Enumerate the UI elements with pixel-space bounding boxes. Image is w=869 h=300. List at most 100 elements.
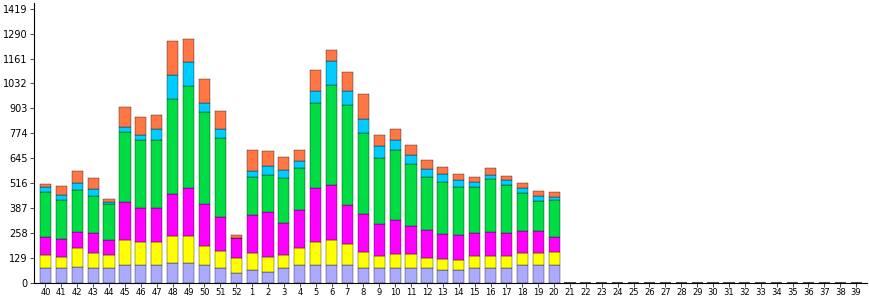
Bar (278, 255, 289, 268)
Bar (71, 190, 83, 232)
Bar (167, 75, 178, 99)
Bar (40, 184, 51, 187)
Bar (167, 41, 178, 75)
Bar (309, 265, 321, 283)
Bar (294, 168, 305, 210)
Bar (326, 240, 337, 265)
Bar (548, 200, 559, 237)
Bar (199, 112, 209, 205)
Bar (151, 115, 163, 129)
Bar (103, 268, 115, 283)
Bar (342, 91, 353, 105)
Bar (294, 248, 305, 265)
Bar (516, 183, 527, 188)
Bar (103, 255, 115, 268)
Bar (262, 256, 273, 272)
Bar (532, 265, 543, 283)
Bar (56, 186, 67, 195)
Bar (374, 158, 384, 224)
Bar (119, 127, 130, 132)
Bar (516, 253, 527, 265)
Bar (468, 268, 480, 283)
Bar (182, 62, 194, 86)
Bar (357, 118, 368, 133)
Bar (135, 242, 146, 265)
Bar (151, 208, 163, 242)
Bar (309, 103, 321, 188)
Bar (40, 268, 51, 283)
Bar (88, 189, 98, 196)
Bar (405, 268, 416, 283)
Bar (230, 238, 242, 258)
Bar (230, 236, 242, 238)
Bar (135, 208, 146, 242)
Bar (262, 212, 273, 256)
Bar (151, 140, 163, 208)
Bar (389, 268, 401, 283)
Bar (167, 236, 178, 263)
Bar (437, 270, 448, 283)
Bar (135, 140, 146, 208)
Bar (230, 258, 242, 273)
Bar (56, 195, 67, 200)
Bar (71, 171, 83, 183)
Bar (119, 132, 130, 202)
Bar (294, 161, 305, 168)
Bar (215, 129, 226, 138)
Bar (40, 187, 51, 192)
Bar (135, 135, 146, 140)
Bar (71, 267, 83, 283)
Bar (484, 175, 495, 179)
Bar (437, 167, 448, 174)
Bar (516, 265, 527, 283)
Bar (167, 99, 178, 194)
Bar (167, 263, 178, 283)
Bar (374, 146, 384, 158)
Bar (548, 197, 559, 200)
Bar (56, 256, 67, 268)
Bar (278, 223, 289, 255)
Bar (215, 138, 226, 217)
Bar (71, 183, 83, 190)
Bar (309, 91, 321, 103)
Bar (215, 217, 226, 251)
Bar (501, 268, 511, 283)
Bar (342, 206, 353, 244)
Bar (262, 152, 273, 166)
Bar (437, 182, 448, 234)
Bar (468, 187, 480, 233)
Bar (421, 268, 432, 283)
Bar (548, 192, 559, 197)
Bar (405, 155, 416, 164)
Bar (88, 253, 98, 268)
Bar (88, 196, 98, 233)
Bar (182, 263, 194, 283)
Bar (135, 265, 146, 283)
Bar (389, 220, 401, 254)
Bar (421, 169, 432, 178)
Bar (246, 270, 257, 283)
Bar (516, 193, 527, 230)
Bar (532, 191, 543, 196)
Bar (548, 252, 559, 265)
Bar (389, 254, 401, 268)
Bar (199, 246, 209, 265)
Bar (215, 251, 226, 268)
Bar (294, 150, 305, 161)
Bar (262, 166, 273, 175)
Bar (532, 201, 543, 230)
Bar (421, 160, 432, 169)
Bar (326, 50, 337, 61)
Bar (532, 253, 543, 265)
Bar (453, 174, 464, 180)
Bar (215, 111, 226, 129)
Bar (278, 170, 289, 178)
Bar (389, 129, 401, 140)
Bar (103, 202, 115, 205)
Bar (278, 268, 289, 283)
Bar (437, 174, 448, 182)
Bar (199, 205, 209, 246)
Bar (342, 244, 353, 265)
Bar (453, 187, 464, 236)
Bar (56, 200, 67, 239)
